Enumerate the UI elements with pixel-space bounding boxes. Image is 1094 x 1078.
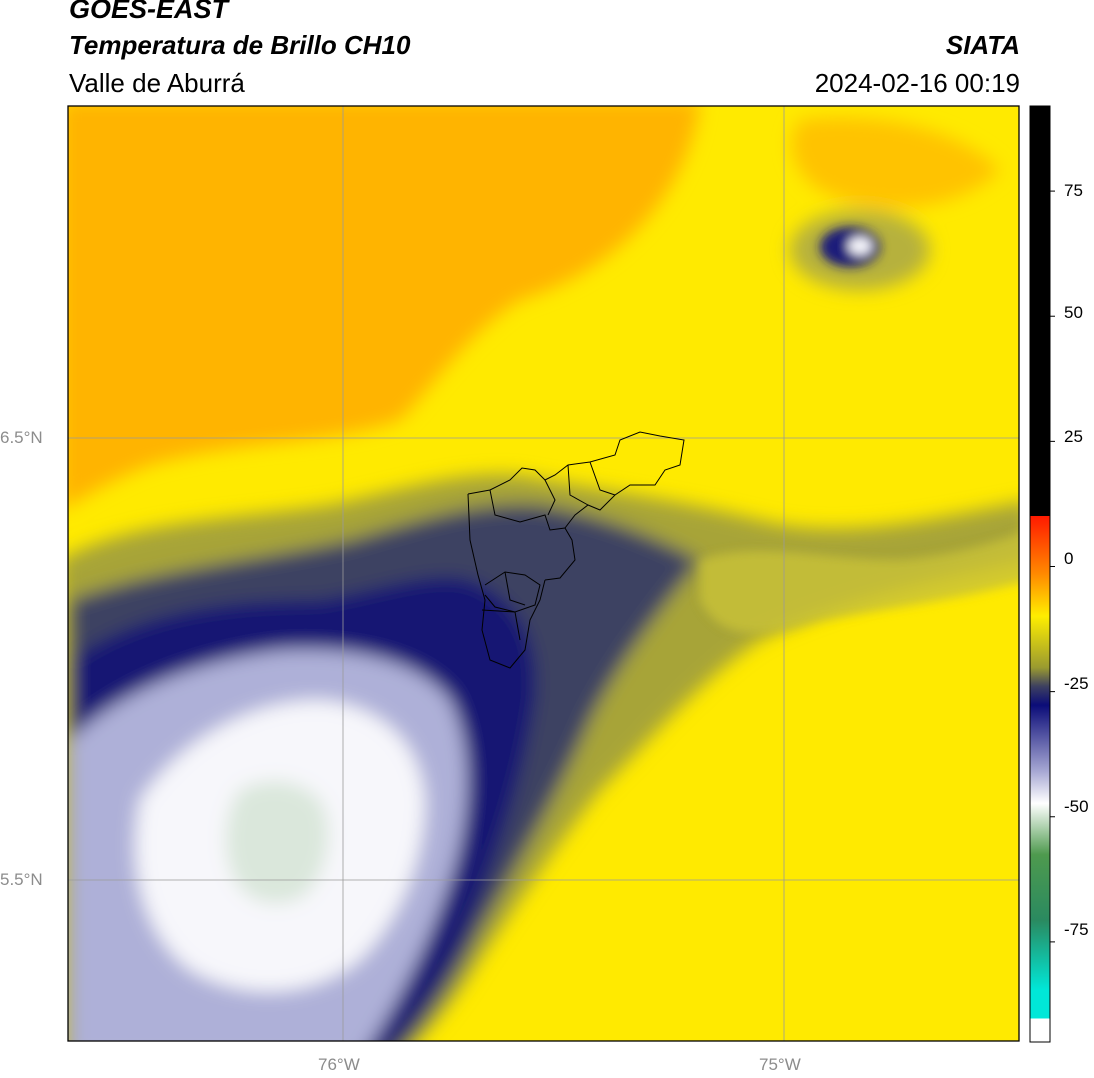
orange-patch xyxy=(791,117,1000,208)
boundary-inner-5 xyxy=(484,571,541,613)
colorbar-label-25: 25 xyxy=(1064,427,1083,446)
boundary-inner-1 xyxy=(489,489,566,531)
lon-label-76w: 76°W xyxy=(318,1055,360,1074)
colorbar-gradient xyxy=(1029,105,1051,1043)
orange-region xyxy=(68,106,700,506)
olive-streaks xyxy=(700,533,1019,634)
boundary-inner-4 xyxy=(589,461,616,496)
colorbar-label-minus-25: -25 xyxy=(1064,674,1089,693)
colorbar-label-minus-75: -75 xyxy=(1064,920,1089,939)
lon-label-75w: 75°W xyxy=(759,1055,801,1074)
boundary-inner-2 xyxy=(544,479,556,516)
graticule xyxy=(68,106,1019,1041)
boundary-outline-north xyxy=(467,431,685,581)
organization-label: SIATA xyxy=(945,30,1020,60)
colorbar xyxy=(1029,105,1055,1043)
timestamp-label: 2024-02-16 00:19 xyxy=(814,68,1020,98)
boundary-inner-6 xyxy=(504,571,526,606)
colorbar-ticks xyxy=(1050,190,1055,943)
product-title: Temperatura de Brillo CH10 xyxy=(69,30,411,60)
satellite-source: GOES-EAST xyxy=(69,0,229,24)
boundary-inner-3 xyxy=(567,464,589,506)
ne-cell-white xyxy=(848,237,872,255)
lat-label-5-5: 5.5°N xyxy=(0,870,43,889)
region-subtitle: Valle de Aburrá xyxy=(69,68,245,98)
colorbar-label-50: 50 xyxy=(1064,303,1083,322)
colorbar-label-0: 0 xyxy=(1064,549,1074,568)
map-frame xyxy=(67,105,1020,1042)
boundary-outline-south xyxy=(467,493,546,669)
lat-label-6-5: 6.5°N xyxy=(0,428,43,447)
boundary-inner-7 xyxy=(481,609,521,641)
colorbar-label-minus-50: -50 xyxy=(1064,797,1089,816)
map-field xyxy=(68,106,1019,1041)
colorbar-label-75: 75 xyxy=(1064,181,1083,200)
green-cloud-core xyxy=(225,781,329,904)
municipal-boundaries xyxy=(467,431,685,669)
